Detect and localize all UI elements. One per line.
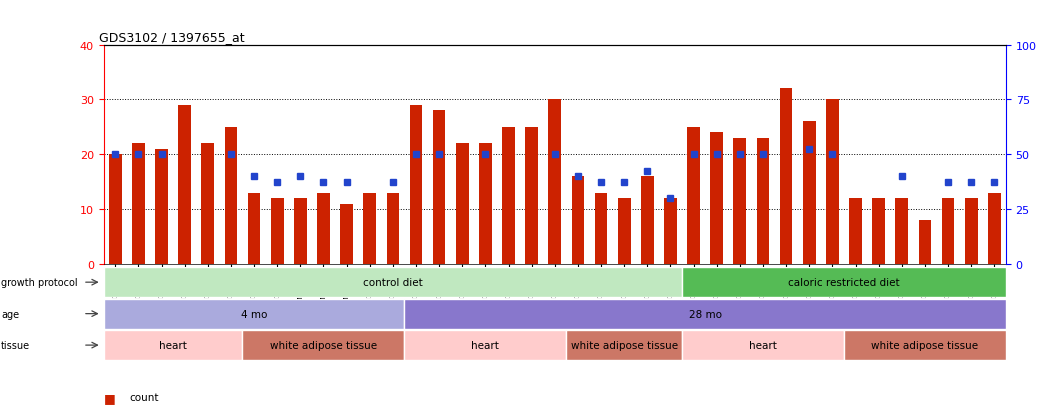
Bar: [526, 128, 538, 264]
Bar: [104, 299, 404, 329]
Text: tissue: tissue: [1, 340, 30, 350]
Text: heart: heart: [472, 340, 500, 350]
Bar: [456, 144, 469, 264]
Bar: [566, 330, 682, 360]
Bar: [964, 199, 978, 264]
Bar: [849, 199, 862, 264]
Text: 28 mo: 28 mo: [689, 309, 722, 319]
Bar: [780, 89, 792, 264]
Text: white adipose tissue: white adipose tissue: [270, 340, 377, 350]
Bar: [404, 330, 566, 360]
Bar: [688, 128, 700, 264]
Text: GDS3102 / 1397655_at: GDS3102 / 1397655_at: [100, 31, 245, 44]
Bar: [432, 111, 446, 264]
Text: white adipose tissue: white adipose tissue: [871, 340, 979, 350]
Bar: [104, 268, 682, 297]
Bar: [988, 193, 1001, 264]
Bar: [410, 106, 422, 264]
Bar: [803, 122, 816, 264]
Bar: [942, 199, 954, 264]
Bar: [757, 138, 769, 264]
Bar: [201, 144, 215, 264]
Text: heart: heart: [159, 340, 187, 350]
Bar: [664, 199, 677, 264]
Bar: [404, 299, 1006, 329]
Bar: [104, 330, 243, 360]
Text: 4 mo: 4 mo: [241, 309, 268, 319]
Bar: [872, 199, 885, 264]
Bar: [844, 330, 1006, 360]
Bar: [248, 193, 260, 264]
Bar: [618, 199, 630, 264]
Bar: [502, 128, 515, 264]
Text: growth protocol: growth protocol: [1, 278, 78, 287]
Bar: [293, 199, 307, 264]
Text: control diet: control diet: [363, 278, 423, 287]
Bar: [178, 106, 191, 264]
Text: count: count: [130, 392, 159, 402]
Bar: [895, 199, 908, 264]
Bar: [682, 330, 844, 360]
Text: age: age: [1, 309, 19, 319]
Text: ■: ■: [104, 391, 115, 404]
Bar: [549, 100, 561, 264]
Bar: [156, 150, 168, 264]
Bar: [132, 144, 145, 264]
Bar: [243, 330, 404, 360]
Bar: [109, 155, 121, 264]
Bar: [733, 138, 747, 264]
Bar: [641, 177, 653, 264]
Bar: [271, 199, 283, 264]
Bar: [826, 100, 839, 264]
Bar: [340, 204, 353, 264]
Bar: [317, 193, 330, 264]
Bar: [387, 193, 399, 264]
Bar: [363, 193, 376, 264]
Text: heart: heart: [749, 340, 777, 350]
Bar: [682, 268, 1006, 297]
Bar: [710, 133, 723, 264]
Bar: [479, 144, 492, 264]
Bar: [919, 221, 931, 264]
Text: white adipose tissue: white adipose tissue: [570, 340, 678, 350]
Bar: [225, 128, 237, 264]
Bar: [571, 177, 584, 264]
Text: caloric restricted diet: caloric restricted diet: [788, 278, 900, 287]
Bar: [594, 193, 608, 264]
